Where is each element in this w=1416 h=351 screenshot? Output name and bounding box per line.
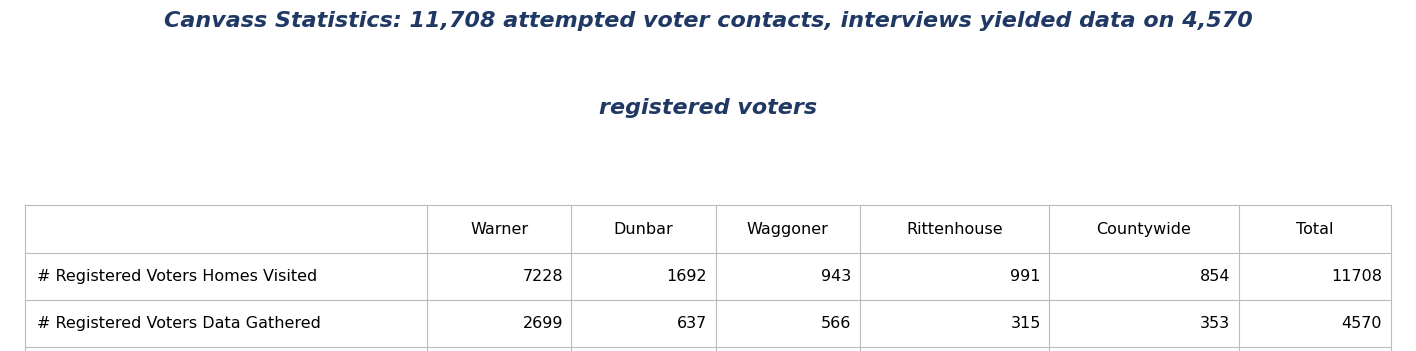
Text: registered voters: registered voters (599, 98, 817, 118)
Text: 566: 566 (821, 316, 851, 331)
Text: 4570: 4570 (1341, 316, 1382, 331)
Text: 11708: 11708 (1331, 269, 1382, 284)
Text: 2699: 2699 (523, 316, 564, 331)
Text: 637: 637 (677, 316, 707, 331)
Text: 1692: 1692 (667, 269, 707, 284)
Text: 315: 315 (1011, 316, 1041, 331)
Text: 991: 991 (1010, 269, 1041, 284)
Text: Dunbar: Dunbar (613, 221, 674, 237)
Text: Total: Total (1296, 221, 1334, 237)
Text: 7228: 7228 (523, 269, 564, 284)
Text: 943: 943 (821, 269, 851, 284)
Text: Waggoner: Waggoner (746, 221, 828, 237)
Text: 353: 353 (1201, 316, 1231, 331)
Text: Countywide: Countywide (1096, 221, 1191, 237)
Text: Warner: Warner (470, 221, 528, 237)
Text: # Registered Voters Homes Visited: # Registered Voters Homes Visited (37, 269, 317, 284)
Text: Rittenhouse: Rittenhouse (906, 221, 1003, 237)
Text: Canvass Statistics: 11,708 attempted voter contacts, interviews yielded data on : Canvass Statistics: 11,708 attempted vot… (164, 11, 1252, 31)
Text: 854: 854 (1199, 269, 1231, 284)
Text: # Registered Voters Data Gathered: # Registered Voters Data Gathered (37, 316, 320, 331)
